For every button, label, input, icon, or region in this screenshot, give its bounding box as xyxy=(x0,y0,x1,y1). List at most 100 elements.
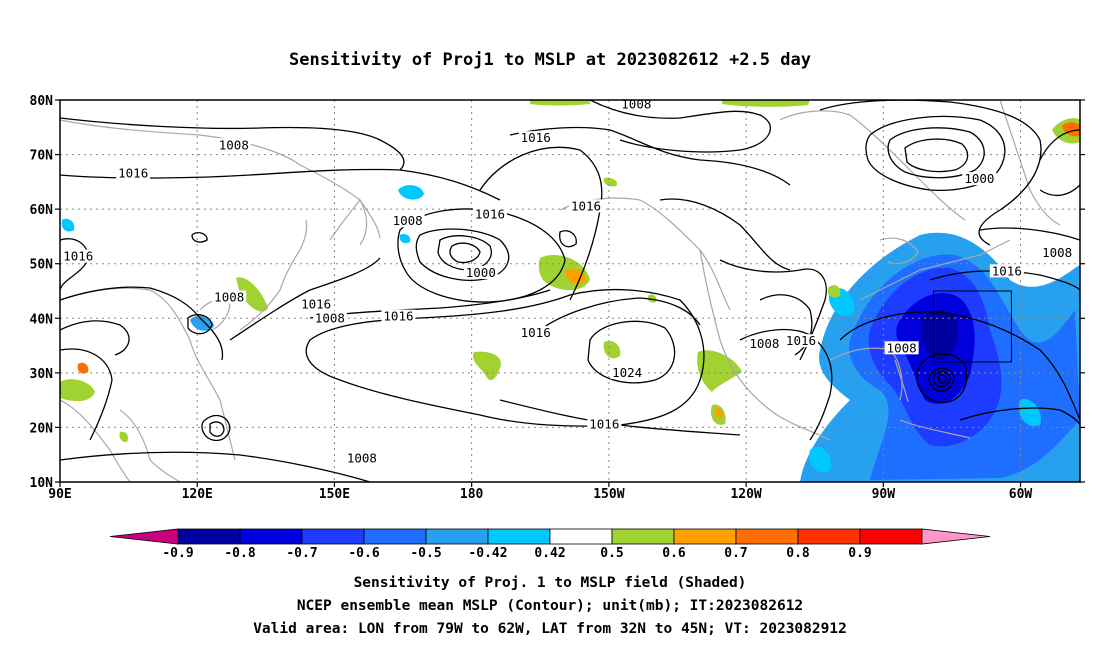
coast-indochina xyxy=(119,409,181,482)
contour-label: 1016 xyxy=(383,309,413,324)
coast-florida xyxy=(894,359,909,403)
contour-label-bg xyxy=(747,336,782,350)
contour-label-bg xyxy=(61,249,96,263)
colorbar-arrow-left xyxy=(109,528,179,545)
contour-aleutian-low-2 xyxy=(437,235,492,271)
lat-tick-label: 80N xyxy=(30,94,54,109)
coastlines xyxy=(60,100,1061,482)
shade-neg-japan xyxy=(190,315,214,331)
contour-small-low-b xyxy=(559,230,577,248)
coast-na-east xyxy=(859,239,1011,301)
contour-arctic-low-3 xyxy=(904,138,969,173)
contour-label: 1016 xyxy=(118,166,148,181)
contour-label: 1000 xyxy=(466,265,496,280)
shade-pos-050c xyxy=(473,351,501,381)
shade-pos-050b xyxy=(236,277,268,312)
colorbar-label: 0.6 xyxy=(662,546,686,561)
shade-pos-050d xyxy=(603,340,621,359)
contour-label: 1016 xyxy=(992,263,1022,278)
lat-tick-label: 20N xyxy=(30,421,54,436)
contour-label-bg xyxy=(989,264,1024,278)
lon-tick-label: 90E xyxy=(48,487,71,502)
colorbar-bin xyxy=(859,528,923,545)
colorbar-arrow-right xyxy=(921,528,991,545)
contour-label-bg xyxy=(312,311,347,325)
contour-arctic-low-2 xyxy=(887,127,985,179)
lat-axis-labels: 80N 70N 60N 50N 40N 30N 20N 10N xyxy=(30,94,54,491)
colorbar-label: -0.9 xyxy=(162,546,193,561)
contour-1016-wpac xyxy=(229,257,381,341)
contour-1016-high-east xyxy=(539,297,701,331)
lon-axis-labels: 90E 120E 150E 180 150W 120W 90W 60W xyxy=(48,487,1032,502)
contour-label-bg xyxy=(390,214,425,228)
shade-pos-060b xyxy=(715,407,723,419)
colorbar-label: -0.42 xyxy=(468,546,507,561)
contour-hurricane-1 xyxy=(928,367,955,392)
colorbar-bin xyxy=(487,528,551,545)
colorbar-label: -0.5 xyxy=(410,546,441,561)
lat-tick-label: 50N xyxy=(30,258,54,273)
contour-hurricane-outer xyxy=(916,353,968,404)
caption-shaded: Sensitivity of Proj. 1 to MSLP field (Sh… xyxy=(353,575,747,591)
contour-1016-arctic xyxy=(509,126,791,186)
contour-label: 1016 xyxy=(63,249,93,264)
contour-1008-asia xyxy=(60,286,224,361)
contour-1016-arctic-east2 xyxy=(1039,184,1080,197)
colorbar-label: -0.8 xyxy=(224,546,255,561)
coast-asia-east xyxy=(60,287,236,461)
shade-neg-042b xyxy=(1019,399,1041,427)
shade-neg-090 xyxy=(920,309,959,360)
contour-1008-wpac-south xyxy=(60,451,371,482)
colorbar-label: -0.6 xyxy=(348,546,379,561)
contour-label-bg xyxy=(212,290,247,304)
shade-neg-dateline xyxy=(398,185,424,200)
contour-low-asia-1 xyxy=(201,414,231,442)
caption-contour: NCEP ensemble mean MSLP (Contour); unit(… xyxy=(296,598,804,614)
shade-neg-pac xyxy=(399,233,411,244)
lon-tick-label: 150E xyxy=(319,487,350,502)
shade-pos-060c xyxy=(77,362,89,374)
contour-label-bg xyxy=(569,199,604,213)
coast-arctic-islands xyxy=(779,110,966,221)
contour-label: 1016 xyxy=(301,297,331,312)
contour-label-bg xyxy=(216,138,251,152)
colorbar-label: 0.42 xyxy=(534,546,565,561)
contour-1008-na-trough xyxy=(739,328,833,441)
contour-label: 1016 xyxy=(571,198,601,213)
contour-aleutian-low-3 xyxy=(449,242,481,264)
coast-japan xyxy=(239,219,308,331)
shade-pos-050g xyxy=(60,379,95,402)
colorbar-bin xyxy=(363,528,427,545)
coast-hudson xyxy=(879,237,919,265)
colorbar-bin xyxy=(735,528,799,545)
contour-label-bg xyxy=(783,334,818,348)
shade-pos-050h xyxy=(119,431,129,443)
lon-tick-label: 120E xyxy=(182,487,213,502)
contour-1024-high xyxy=(587,320,676,384)
lat-tick-label: 10N xyxy=(30,476,54,491)
contour-small-low-c xyxy=(191,232,208,243)
contour-label-bg xyxy=(299,297,334,311)
contour-low-asia-2 xyxy=(209,421,225,437)
contour-1008-arctic-west xyxy=(60,117,405,171)
colorbar-bin xyxy=(673,528,737,545)
contour-label-bg xyxy=(463,265,498,279)
contour-label: 1024 xyxy=(612,365,642,380)
coast-korea xyxy=(199,298,231,331)
contour-label-bg xyxy=(587,417,622,431)
shade-pos-050m xyxy=(647,294,657,303)
colorbar-bin xyxy=(425,528,489,545)
shade-pos-050j xyxy=(722,100,810,107)
colorbar-label: -0.7 xyxy=(286,546,317,561)
colorbar-bin xyxy=(549,528,613,545)
contour-1016-high-outer xyxy=(305,288,705,427)
contour-label-bg xyxy=(518,131,553,145)
coast-kamchatka xyxy=(329,198,368,246)
contour-label-bg xyxy=(884,341,919,355)
contour-label-bg xyxy=(344,451,379,465)
coast-na-west xyxy=(699,249,831,441)
contour-label-bg xyxy=(381,309,416,323)
contour-label: 1016 xyxy=(786,333,816,348)
